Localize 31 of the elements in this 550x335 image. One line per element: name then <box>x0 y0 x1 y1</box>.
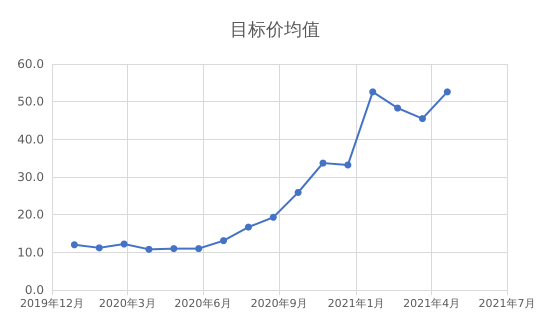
point <box>320 160 327 167</box>
point <box>195 245 202 252</box>
point <box>145 246 152 253</box>
point <box>344 161 352 168</box>
y-tick-label: 10.0 <box>17 245 44 260</box>
chart-title: 目标价均值 <box>230 20 320 40</box>
point <box>418 115 426 122</box>
y-tick-label: 50.0 <box>17 94 44 109</box>
point <box>394 104 402 112</box>
x-tick-label: 2020年6月 <box>174 297 232 310</box>
x-tick-label: 2021年4月 <box>403 297 460 310</box>
point <box>244 224 252 231</box>
x-tick-label: 2021年1月 <box>328 297 385 310</box>
point <box>220 237 228 244</box>
point <box>270 214 277 221</box>
point <box>96 244 103 252</box>
point <box>70 241 78 248</box>
y-tick-label: 40.0 <box>17 132 44 146</box>
point <box>170 245 178 252</box>
point <box>369 88 376 96</box>
y-tick-label: 20.0 <box>17 208 44 222</box>
point <box>444 88 451 96</box>
point <box>120 240 128 248</box>
y-tick-label: 30.0 <box>17 170 44 184</box>
x-tick-label: 2020年3月 <box>98 297 156 310</box>
point <box>294 188 302 196</box>
x-tick-label: 2021年7月 <box>478 297 536 310</box>
y-tick-label: 0.0 <box>24 283 44 297</box>
x-tick-label: 2019年12月 <box>20 297 84 310</box>
x-tick-label: 2020年9月 <box>250 297 308 310</box>
y-tick-label: 60.0 <box>17 57 44 71</box>
